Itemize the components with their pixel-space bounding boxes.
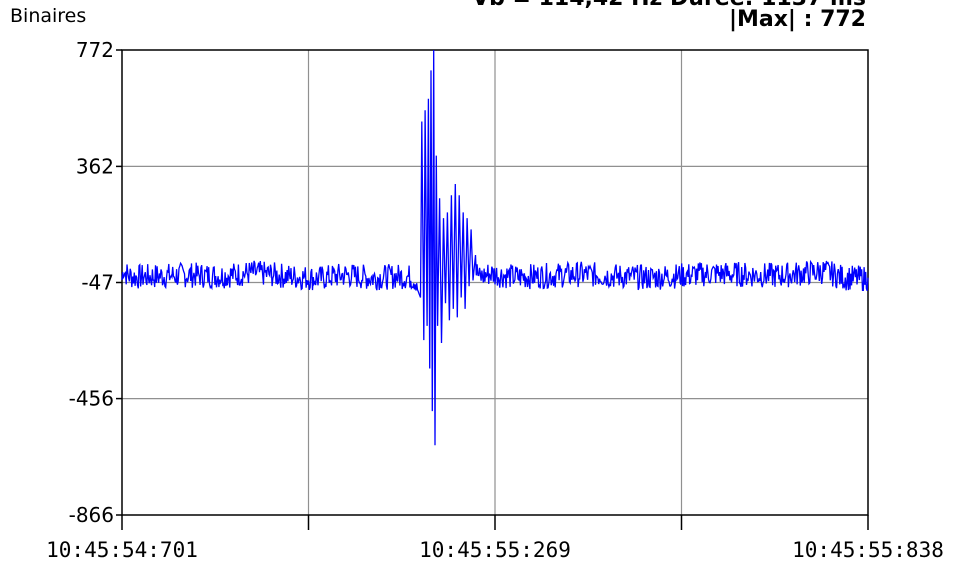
y-tick-label-3: -456 [69,387,114,411]
x-tick-label-0: 10:45:54:701 [46,538,198,562]
y-tick-label-1: 362 [76,154,114,178]
x-tick-label-1: 10:45:55:269 [419,538,571,562]
y-tick-label-0: 772 [76,38,114,62]
x-ticks: 10:45:54:701 10:45:55:269 10:45:55:838 [46,515,944,562]
y-axis-label: Binaires [10,5,87,27]
series-group [121,49,869,446]
x-tick-label-2: 10:45:55:838 [792,538,944,562]
y-ticks: 772 362 -47 -456 -866 [69,38,122,527]
header-max: |Max| : 772 [728,7,866,32]
header-vb-duration: Vb = 114,42 Hz Durée: 1137 ms [472,0,866,11]
y-tick-label-2: -47 [81,271,114,295]
y-tick-label-4: -866 [69,503,114,527]
series-line-0 [121,49,869,446]
